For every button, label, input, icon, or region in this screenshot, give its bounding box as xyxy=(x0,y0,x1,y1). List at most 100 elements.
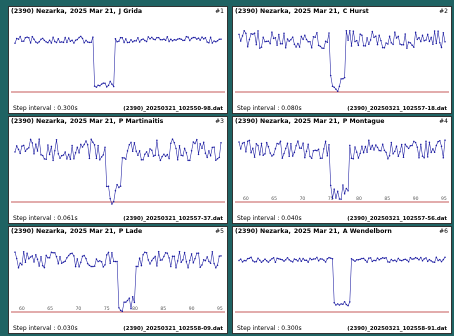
lightcurve-point xyxy=(123,157,125,159)
lightcurve-point xyxy=(328,144,330,146)
lightcurve-point xyxy=(149,38,151,40)
lightcurve-point xyxy=(381,143,384,145)
lightcurve-point xyxy=(45,158,47,160)
lightcurve-point xyxy=(97,84,99,87)
lightcurve-point xyxy=(95,86,98,88)
lightcurve-point xyxy=(142,253,144,256)
lightcurve-point xyxy=(218,156,221,159)
lightcurve-point xyxy=(74,151,77,154)
lightcurve-point xyxy=(385,151,387,154)
lightcurve-point xyxy=(239,148,242,150)
step-interval: Step interval : 0.080s xyxy=(237,105,302,112)
lightcurve-point xyxy=(171,255,174,257)
lightcurve-point xyxy=(21,40,23,42)
lightcurve-point xyxy=(262,154,264,156)
lightcurve-point xyxy=(340,198,342,200)
lightcurve-point xyxy=(48,153,51,156)
lightcurve-point xyxy=(73,42,75,44)
lightcurve-point xyxy=(151,149,153,152)
lightcurve-point xyxy=(342,77,344,80)
lightcurve-point xyxy=(216,157,219,160)
lightcurve-point xyxy=(400,143,403,146)
lightcurve-point xyxy=(166,35,169,38)
lightcurve-point xyxy=(90,265,92,268)
lightcurve-point xyxy=(409,145,412,147)
lightcurve-point xyxy=(204,36,207,39)
lightcurve-point xyxy=(26,252,28,255)
lightcurve-point xyxy=(38,41,40,43)
lightcurve-point xyxy=(255,43,258,46)
lightcurve-point xyxy=(60,154,63,157)
lightcurve-point xyxy=(192,262,195,264)
lightcurve-point xyxy=(355,259,358,261)
lightcurve-point xyxy=(168,257,170,259)
lightcurve-point xyxy=(383,257,386,260)
panel-index: #5 xyxy=(215,228,224,235)
lightcurve-plot: 60 65 70 75 80 85 90 95 xyxy=(235,139,449,203)
lightcurve-point xyxy=(99,158,101,161)
lightcurve-point xyxy=(40,153,42,156)
lightcurve-point xyxy=(361,34,363,36)
lightcurve-point xyxy=(312,258,315,260)
lightcurve-point xyxy=(183,147,186,150)
lightcurve-point xyxy=(423,258,425,260)
lightcurve-point xyxy=(149,148,151,150)
lightcurve-point xyxy=(59,255,61,258)
lightcurve-point xyxy=(314,36,316,38)
lightcurve-point xyxy=(364,45,367,47)
lightcurve-point xyxy=(29,138,32,141)
lightcurve-point xyxy=(145,151,148,153)
x-tick-label: 75 xyxy=(104,306,110,312)
data-filename: (2390)_20250321_102557-56.dat xyxy=(347,216,447,222)
lightcurve-point xyxy=(284,46,287,49)
lightcurve-point xyxy=(253,32,256,34)
lightcurve-point xyxy=(433,261,436,264)
lightcurve-point xyxy=(392,153,394,155)
lightcurve-panel-2: (2390) Nezarka, 2025 Mar 21, C Hurst #2 St… xyxy=(232,6,452,114)
lightcurve-point xyxy=(119,309,122,312)
lightcurve-point xyxy=(35,41,37,43)
lightcurve-point xyxy=(368,139,370,141)
lightcurve-point xyxy=(281,157,284,159)
lightcurve-point xyxy=(366,261,368,263)
lightcurve-point xyxy=(67,37,70,39)
lightcurve-point xyxy=(253,156,256,158)
lightcurve-point xyxy=(50,42,53,44)
lightcurve-point xyxy=(425,140,427,143)
lightcurve-point xyxy=(109,80,111,83)
lightcurve-point xyxy=(14,42,16,44)
lightcurve-point xyxy=(119,185,122,187)
lightcurve-point xyxy=(201,147,203,150)
lightcurve-point xyxy=(60,41,63,43)
lightcurve-point xyxy=(33,153,35,155)
lightcurve-point xyxy=(362,45,365,47)
lightcurve-point xyxy=(17,266,20,269)
lightcurve-point xyxy=(444,139,446,141)
lightcurve-point xyxy=(50,251,53,253)
lightcurve-point xyxy=(173,141,176,144)
lightcurve-point xyxy=(357,44,360,47)
lightcurve-point xyxy=(300,260,303,263)
lightcurve-point xyxy=(154,255,156,258)
lightcurve-point xyxy=(102,154,105,156)
lightcurve-point xyxy=(41,154,44,157)
lightcurve-point xyxy=(418,258,420,261)
lightcurve-point xyxy=(57,153,60,155)
lightcurve-point xyxy=(142,158,144,161)
lightcurve-point xyxy=(54,40,56,43)
data-filename: (2390)_20250321_102558-91.dat xyxy=(347,326,447,332)
lightcurve-point xyxy=(435,144,438,147)
lightcurve-point xyxy=(74,265,77,268)
lightcurve-point xyxy=(62,261,65,263)
lightcurve-point xyxy=(387,261,389,263)
lightcurve-point xyxy=(54,150,56,152)
lightcurve-point xyxy=(420,256,422,259)
lightcurve-point xyxy=(394,259,396,261)
lightcurve-point xyxy=(304,259,306,262)
lightcurve-point xyxy=(257,30,259,32)
lightcurve-point xyxy=(326,41,329,43)
panel-index: #6 xyxy=(439,228,448,235)
lightcurve-point xyxy=(336,303,339,305)
lightcurve-point xyxy=(104,263,106,266)
lightcurve-point xyxy=(202,141,205,144)
